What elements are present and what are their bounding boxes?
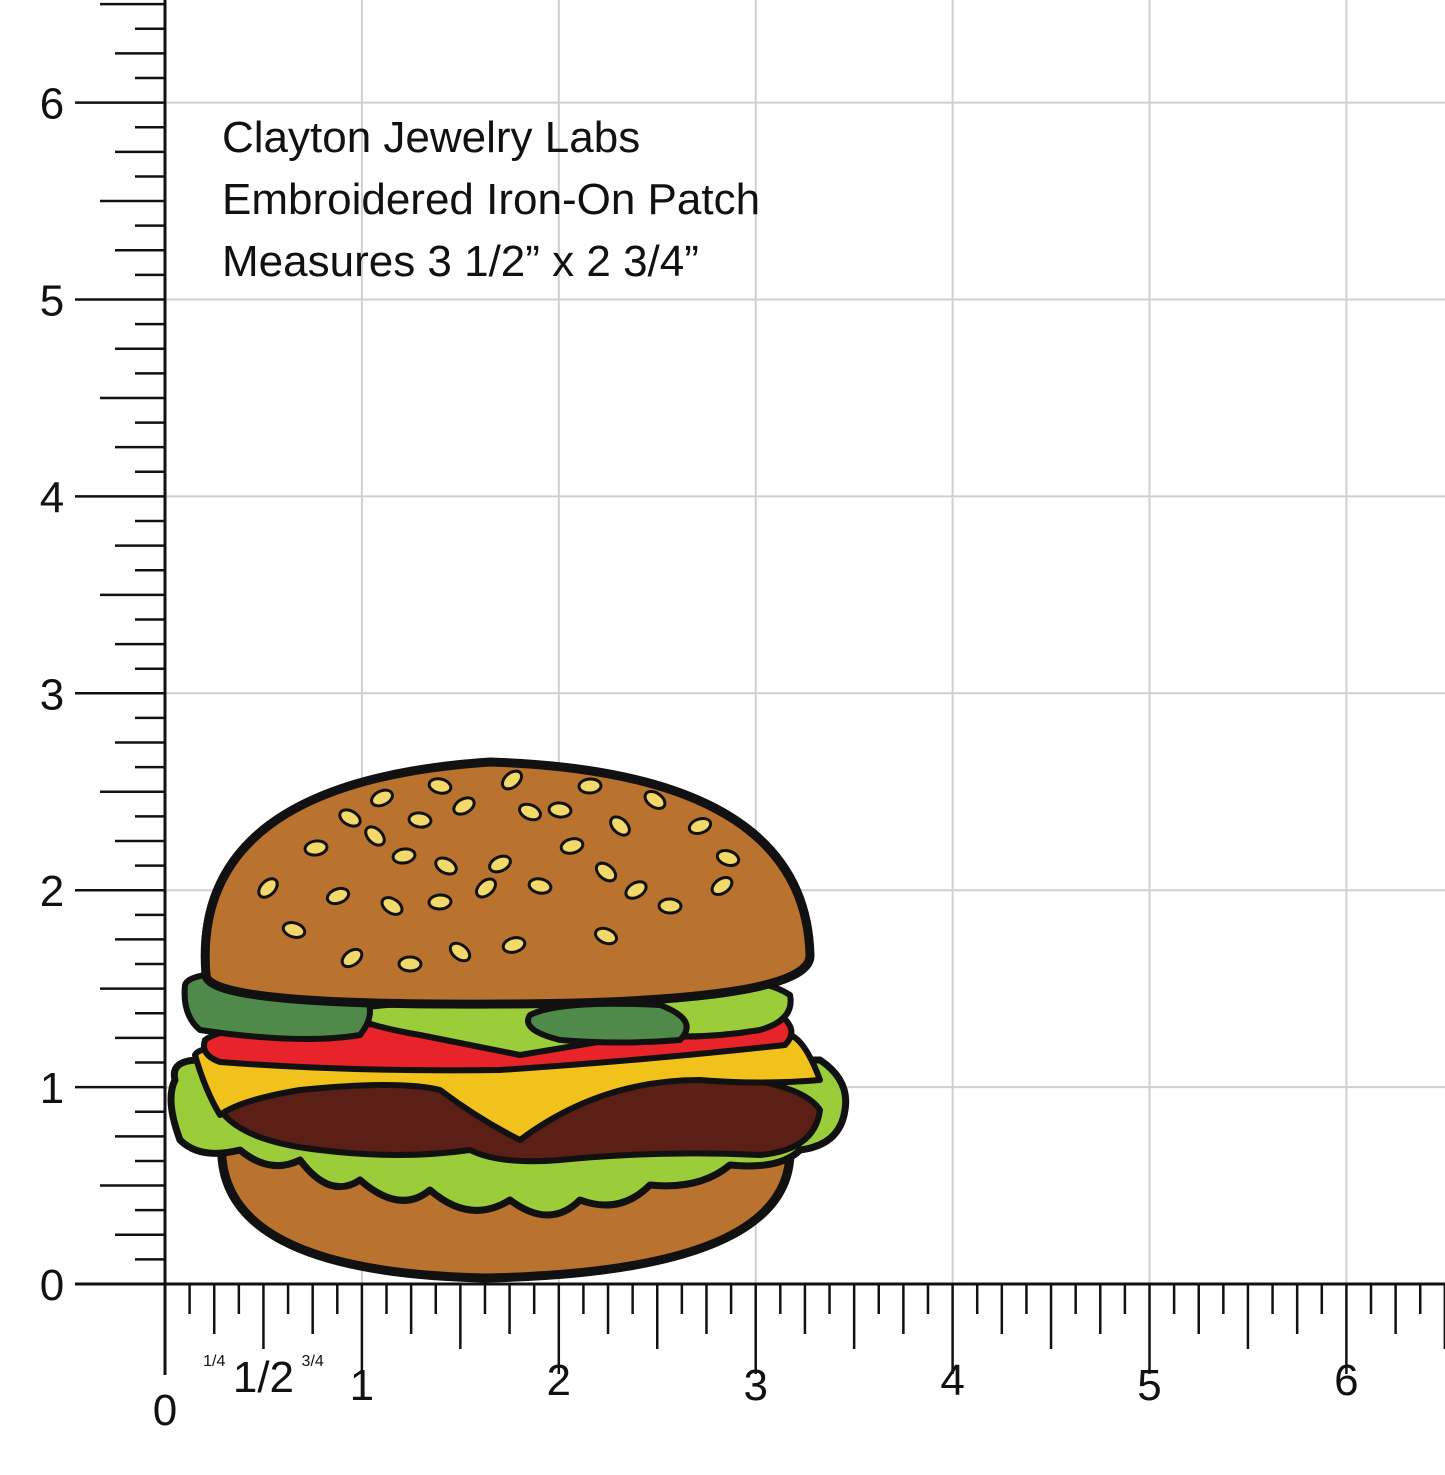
labels: Clayton Jewelry Labs Embroidered Iron-On… <box>40 80 1359 1435</box>
sesame-seed <box>577 777 603 795</box>
sesame-seed <box>281 921 307 939</box>
sesame-seed <box>427 893 453 911</box>
ruler-ticks <box>75 0 1445 1375</box>
ruler-label: 4 <box>40 473 64 522</box>
sesame-seed <box>657 897 683 915</box>
sesame-seed <box>643 790 667 810</box>
sesame-seed <box>593 926 619 946</box>
sesame-seed <box>500 769 524 791</box>
sesame-seed <box>397 955 423 973</box>
sesame-seed <box>624 880 648 900</box>
sesame-seed <box>391 847 417 865</box>
ruler-label: 1 <box>350 1361 374 1410</box>
caption-line: Clayton Jewelry Labs <box>222 113 640 162</box>
sesame-seed <box>380 896 404 916</box>
sesame-seed <box>257 877 279 899</box>
ruler-label: 2 <box>547 1356 571 1405</box>
sesame-seed <box>488 854 512 874</box>
sesame-seed <box>559 837 585 855</box>
caption-line: Measures 3 1/2” x 2 3/4” <box>222 237 699 286</box>
sesame-seed <box>527 877 553 895</box>
sesame-seed <box>303 839 329 857</box>
ruler-label: 6 <box>40 80 64 129</box>
ruler-label: 2 <box>40 867 64 916</box>
sesame-seed <box>448 941 472 963</box>
ruler-label: 5 <box>1137 1361 1161 1410</box>
sesame-seeds <box>257 769 741 973</box>
ruler-label: 1 <box>40 1064 64 1113</box>
sesame-seed <box>594 861 618 883</box>
ruler-label: 6 <box>1334 1356 1358 1405</box>
sesame-seed <box>501 936 527 954</box>
ruler-fraction: 3/4 <box>302 1353 324 1370</box>
sesame-seed <box>434 856 458 876</box>
sesame-seed <box>609 815 631 837</box>
sesame-seed <box>338 808 362 828</box>
sesame-seed <box>710 875 734 897</box>
ruler-fraction: 1/2 <box>233 1353 294 1402</box>
sesame-seed <box>427 777 453 795</box>
caption-line: Embroidered Iron-On Patch <box>222 175 760 224</box>
sesame-seed <box>687 816 713 836</box>
ruler-label: 0 <box>40 1261 64 1310</box>
ruler-label: 4 <box>940 1356 964 1405</box>
ruler-label: 0 <box>153 1386 177 1435</box>
pickle-right <box>525 1000 690 1046</box>
sesame-seed <box>452 796 476 816</box>
burger-patch <box>167 757 850 1283</box>
ruler-label: 5 <box>40 277 64 326</box>
ruler-fraction: 1/4 <box>203 1353 225 1370</box>
sesame-seed <box>475 877 497 899</box>
sesame-seed <box>407 811 433 829</box>
sesame-seed <box>715 849 741 867</box>
ruler-label: 3 <box>743 1361 767 1410</box>
sesame-seed <box>325 886 351 906</box>
sesame-seed <box>547 801 573 819</box>
sesame-seed <box>364 825 386 847</box>
sesame-seed <box>340 947 364 969</box>
sesame-seed <box>370 788 394 808</box>
ruler-label: 3 <box>40 670 64 719</box>
sesame-seed <box>518 802 542 822</box>
